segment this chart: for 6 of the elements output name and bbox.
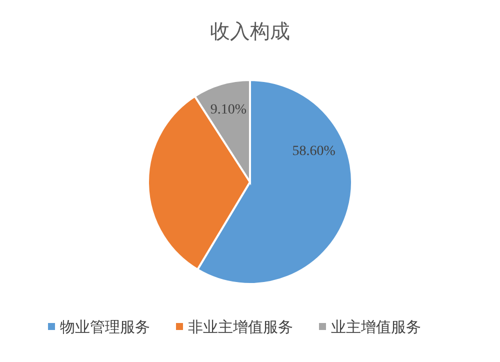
legend-label: 业主增值服务 <box>331 318 421 336</box>
chart-title: 收入构成 <box>210 19 290 43</box>
legend-label: 非业主增值服务 <box>188 318 293 336</box>
legend-label: 物业管理服务 <box>60 318 150 336</box>
data-label: 58.60% <box>292 144 336 159</box>
data-label: 9.10% <box>210 102 247 118</box>
